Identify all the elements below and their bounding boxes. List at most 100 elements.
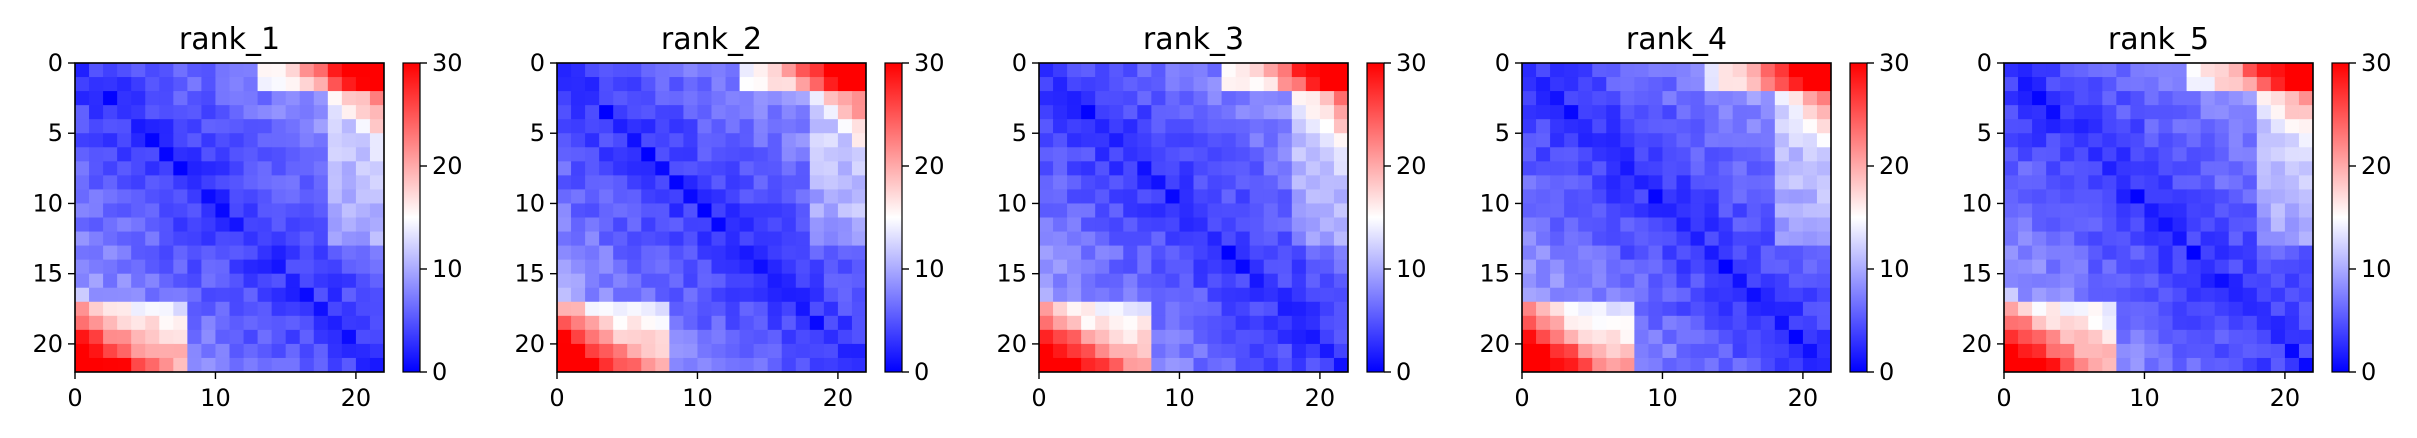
heatmap-cell [117, 315, 132, 331]
heatmap-cell [313, 133, 329, 148]
heatmap-cell [1648, 77, 1663, 92]
heatmap-cell [2284, 217, 2300, 233]
x-tick-label: 10 [1164, 384, 1195, 412]
heatmap-cell [697, 245, 712, 261]
heatmap-cell [2130, 203, 2145, 218]
heatmap-cell [1333, 301, 1349, 317]
heatmap-cell [1109, 119, 1124, 134]
heatmap-cell [2158, 315, 2174, 331]
heatmap-cell [585, 329, 600, 345]
heatmap-cell [1564, 231, 1579, 247]
heatmap-cell [271, 259, 287, 275]
heatmap-cell [201, 273, 216, 289]
heatmap-cell [1718, 105, 1734, 120]
heatmap-cell [2018, 245, 2033, 261]
heatmap-cell [355, 273, 371, 289]
heatmap-cell [75, 287, 90, 303]
heatmap-cell [1277, 91, 1293, 106]
heatmap-cell [613, 245, 628, 261]
heatmap-cell [557, 119, 572, 134]
heatmap-cell [627, 329, 642, 345]
heatmap-cell [1648, 231, 1663, 247]
heatmap-cell [627, 63, 642, 78]
heatmap-cell [1704, 217, 1720, 233]
heatmap-cell [1249, 357, 1265, 373]
heatmap-cell [697, 189, 712, 204]
heatmap-cell [1263, 273, 1279, 289]
heatmap-cell [1606, 273, 1621, 289]
heatmap-cell [1718, 63, 1734, 78]
heatmap-cell [1179, 119, 1194, 134]
heatmap-cell [1550, 91, 1565, 106]
heatmap-cell [299, 147, 315, 162]
heatmap-cell [1137, 273, 1152, 289]
heatmap-cell [75, 119, 90, 134]
heatmap-cell [2172, 315, 2188, 331]
heatmap-cell [159, 63, 174, 78]
heatmap-cell [1123, 301, 1138, 317]
heatmap-cell [145, 231, 160, 247]
heatmap-cell [1704, 161, 1720, 176]
heatmap-cell [1333, 147, 1349, 162]
heatmap-cell [215, 147, 230, 162]
heatmap-cell [767, 245, 783, 261]
heatmap-cell [187, 133, 202, 148]
heatmap-cell [1802, 287, 1818, 303]
heatmap-cell [2060, 189, 2075, 204]
heatmap-cell [1165, 203, 1180, 218]
heatmap-cell [627, 189, 642, 204]
heatmap-cell [2228, 63, 2244, 78]
heatmap-cell [823, 147, 839, 162]
heatmap-cell [2228, 161, 2244, 176]
heatmap-cell [2032, 315, 2047, 331]
heatmap-cell [285, 259, 301, 275]
heatmap-cell [2144, 147, 2159, 162]
panel-title: rank_5 [2108, 22, 2209, 57]
heatmap-cell [1760, 91, 1776, 106]
heatmap-cell [795, 133, 811, 148]
heatmap-cell [1550, 133, 1565, 148]
heatmap-cell [1305, 175, 1321, 190]
heatmap-cell [2032, 259, 2047, 275]
heatmap-cell [2088, 245, 2103, 261]
heatmap-cell [1718, 217, 1734, 233]
heatmap-cell [271, 329, 287, 345]
heatmap-cell [1235, 287, 1251, 303]
heatmap-cell [1536, 63, 1551, 78]
heatmap-cell [1802, 161, 1818, 176]
heatmap-cell [1053, 329, 1068, 345]
heatmap-cell [1235, 91, 1251, 106]
heatmap-cell [1165, 119, 1180, 134]
heatmap-cell [2256, 63, 2272, 78]
heatmap-cell [1676, 273, 1692, 289]
heatmap-cell [795, 175, 811, 190]
heatmap-cell [613, 189, 628, 204]
heatmap-cell [1039, 147, 1054, 162]
heatmap-cell [103, 301, 118, 317]
heatmap-cell [1193, 287, 1209, 303]
y-tick-label: 5 [1977, 119, 1992, 147]
heatmap-cell [1081, 357, 1096, 373]
heatmap-cell [75, 259, 90, 275]
heatmap-cell [1123, 343, 1138, 359]
heatmap-cell [725, 91, 741, 106]
heatmap-cell [327, 273, 343, 289]
heatmap-cell [2074, 343, 2089, 359]
heatmap-cell [201, 189, 216, 204]
heatmap-cell [1592, 63, 1607, 78]
heatmap-cell [257, 301, 273, 317]
heatmap-cell [2186, 357, 2202, 373]
heatmap-cell [823, 119, 839, 134]
heatmap-cell [2158, 245, 2174, 261]
heatmap-cell [117, 77, 132, 92]
heatmap-cell [2214, 343, 2230, 359]
y-tick-label: 0 [530, 49, 545, 77]
heatmap-cell [725, 217, 741, 233]
heatmap-cell [2256, 91, 2272, 106]
heatmap-cell [1550, 105, 1565, 120]
heatmap-cell [2018, 63, 2033, 78]
heatmap-cell [2088, 91, 2103, 106]
heatmap-cell [1333, 287, 1349, 303]
heatmap-cell [131, 343, 146, 359]
heatmap-cell [271, 287, 287, 303]
